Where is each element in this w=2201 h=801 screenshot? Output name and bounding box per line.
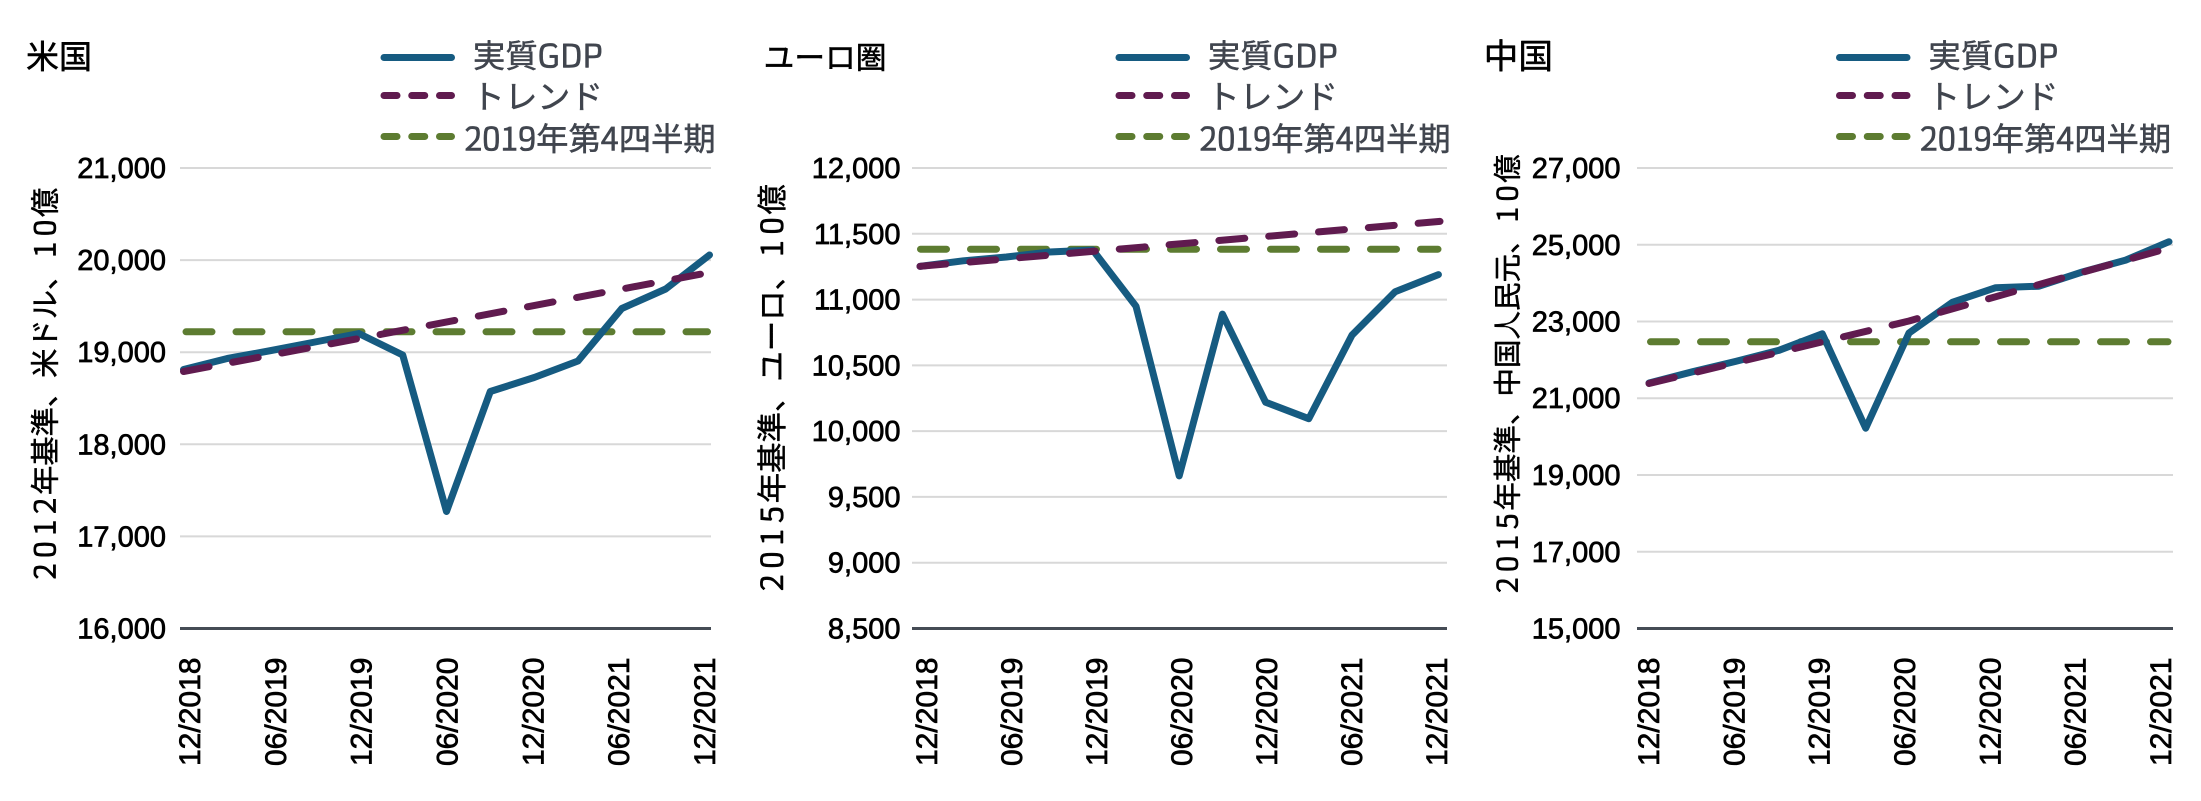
svg-text:9,500: 9,500	[828, 482, 901, 514]
svg-text:11,500: 11,500	[814, 219, 901, 251]
svg-text:12/2018: 12/2018	[174, 658, 207, 766]
svg-text:21,000: 21,000	[77, 153, 166, 185]
svg-text:12/2020: 12/2020	[1974, 658, 2007, 766]
svg-text:11,000: 11,000	[814, 285, 901, 317]
svg-text:06/2019: 06/2019	[1718, 658, 1751, 766]
svg-text:06/2021: 06/2021	[603, 658, 636, 766]
svg-text:17,000: 17,000	[1532, 537, 1621, 569]
svg-text:9,000: 9,000	[828, 548, 901, 580]
svg-text:8,500: 8,500	[828, 614, 901, 646]
svg-text:06/2020: 06/2020	[1166, 658, 1199, 766]
svg-text:19,000: 19,000	[1532, 460, 1621, 492]
svg-text:12/2021: 12/2021	[2145, 658, 2178, 766]
svg-text:12/2020: 12/2020	[517, 658, 550, 766]
svg-text:25,000: 25,000	[1532, 230, 1621, 262]
svg-text:18,000: 18,000	[77, 429, 166, 461]
svg-text:06/2021: 06/2021	[2060, 658, 2093, 766]
svg-text:12/2019: 12/2019	[1081, 658, 1114, 766]
svg-text:21,000: 21,000	[1532, 383, 1621, 415]
svg-text:10,500: 10,500	[812, 350, 901, 382]
svg-text:12/2020: 12/2020	[1251, 658, 1284, 766]
svg-text:12/2019: 12/2019	[1804, 658, 1837, 766]
svg-text:10,000: 10,000	[812, 416, 901, 448]
svg-text:16,000: 16,000	[77, 614, 166, 646]
svg-text:12,000: 12,000	[812, 153, 901, 185]
svg-text:19,000: 19,000	[77, 337, 166, 369]
svg-text:12/2021: 12/2021	[689, 658, 722, 766]
svg-text:06/2019: 06/2019	[996, 658, 1029, 766]
svg-text:12/2018: 12/2018	[1633, 658, 1666, 766]
svg-text:23,000: 23,000	[1532, 307, 1621, 339]
svg-text:15,000: 15,000	[1532, 614, 1621, 646]
svg-text:06/2020: 06/2020	[1889, 658, 1922, 766]
svg-text:06/2021: 06/2021	[1336, 658, 1369, 766]
svg-text:17,000: 17,000	[77, 521, 166, 553]
svg-text:12/2018: 12/2018	[911, 658, 944, 766]
svg-text:12/2019: 12/2019	[346, 658, 379, 766]
svg-text:06/2019: 06/2019	[260, 658, 293, 766]
svg-text:20,000: 20,000	[77, 245, 166, 277]
svg-text:27,000: 27,000	[1532, 153, 1621, 185]
svg-text:12/2021: 12/2021	[1421, 658, 1454, 766]
svg-text:06/2020: 06/2020	[432, 658, 465, 766]
